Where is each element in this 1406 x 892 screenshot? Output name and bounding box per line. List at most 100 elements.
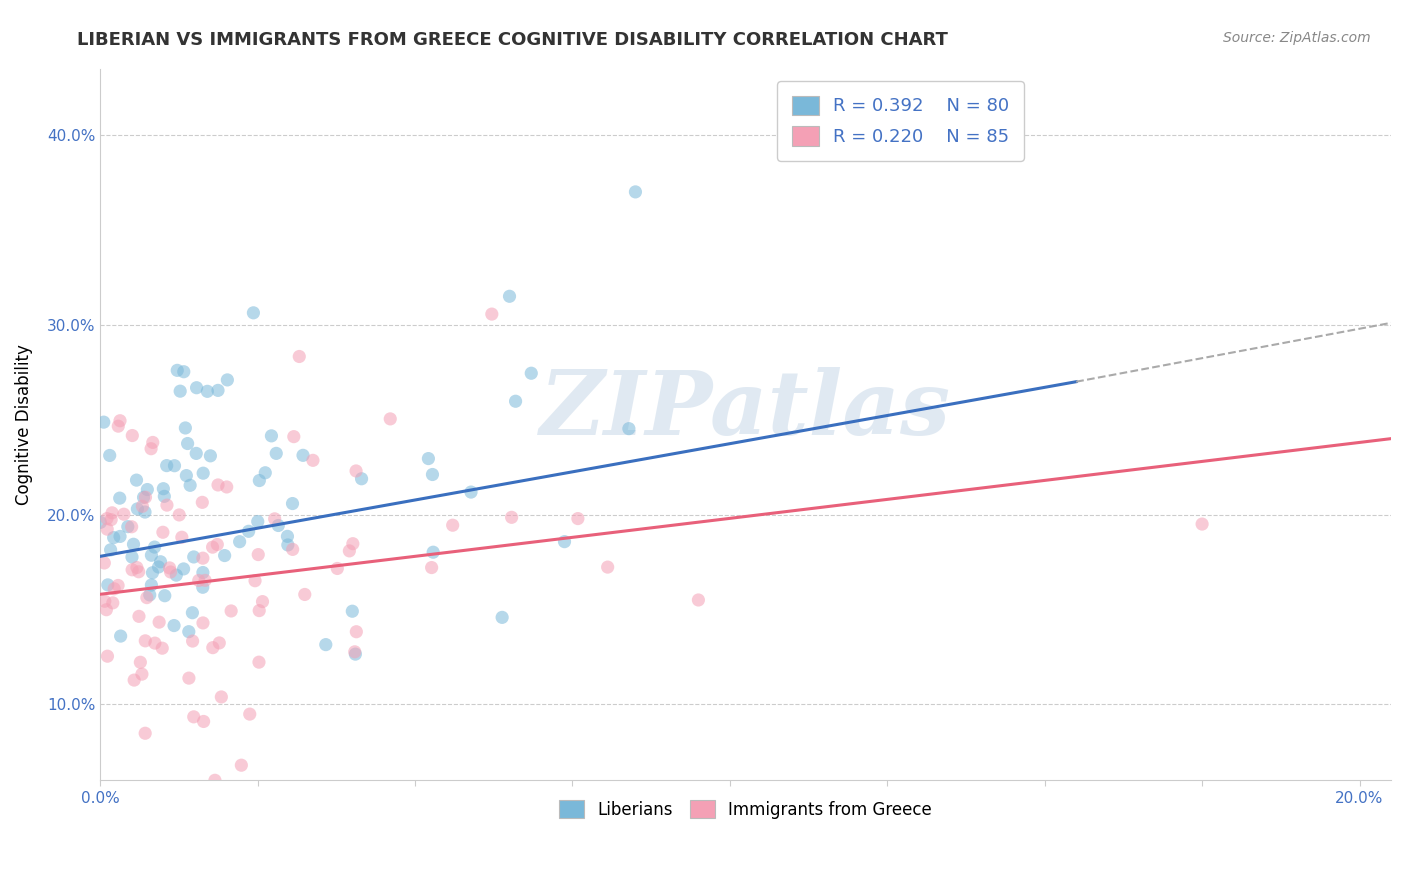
Point <box>121 549 143 564</box>
Point <box>219 604 242 618</box>
Point <box>344 464 367 478</box>
Point <box>122 537 145 551</box>
Point <box>193 466 215 480</box>
Point <box>93 556 115 570</box>
Point <box>107 578 129 592</box>
Legend: Liberians, Immigrants from Greece: Liberians, Immigrants from Greece <box>553 793 939 825</box>
Point <box>422 467 444 482</box>
Point <box>217 373 239 387</box>
Point <box>342 537 364 551</box>
Point <box>491 610 513 624</box>
Point <box>264 446 287 460</box>
Point <box>441 518 464 533</box>
Point <box>127 502 149 516</box>
Point <box>420 560 443 574</box>
Point <box>260 429 283 443</box>
Point <box>239 707 262 722</box>
Point <box>141 548 163 562</box>
Point <box>176 436 198 450</box>
Point <box>276 529 298 543</box>
Point <box>101 506 124 520</box>
Point <box>207 384 229 398</box>
Point <box>554 534 576 549</box>
Point <box>337 544 360 558</box>
Point <box>96 649 118 664</box>
Point <box>139 588 162 602</box>
Point <box>163 618 186 632</box>
Point <box>481 307 503 321</box>
Point <box>128 565 150 579</box>
Point <box>128 609 150 624</box>
Point <box>177 624 200 639</box>
Point <box>101 596 124 610</box>
Point <box>288 350 311 364</box>
Point <box>191 495 214 509</box>
Point <box>207 537 229 551</box>
Point <box>159 565 181 579</box>
Point <box>498 289 520 303</box>
Point <box>169 384 191 399</box>
Point <box>688 593 710 607</box>
Point <box>156 498 179 512</box>
Point <box>460 485 482 500</box>
Point <box>94 594 117 608</box>
Point <box>93 415 115 429</box>
Point <box>246 515 269 529</box>
Point <box>153 589 176 603</box>
Point <box>110 629 132 643</box>
Point <box>247 604 270 618</box>
Point <box>254 466 277 480</box>
Point <box>117 519 139 533</box>
Point <box>277 538 299 552</box>
Point <box>267 518 290 533</box>
Point <box>567 511 589 525</box>
Point <box>195 384 218 399</box>
Point <box>191 551 214 566</box>
Point <box>132 491 155 505</box>
Point <box>200 449 222 463</box>
Point <box>344 624 367 639</box>
Point <box>187 574 209 588</box>
Point <box>134 633 156 648</box>
Point <box>107 419 129 434</box>
Point <box>380 412 402 426</box>
Point <box>141 566 163 580</box>
Point <box>242 306 264 320</box>
Point <box>179 478 201 492</box>
Point <box>136 483 159 497</box>
Point <box>122 673 145 687</box>
Point <box>344 647 367 661</box>
Point <box>98 449 121 463</box>
Point <box>89 516 111 530</box>
Point <box>181 606 204 620</box>
Point <box>315 638 337 652</box>
Point <box>100 542 122 557</box>
Point <box>150 641 173 656</box>
Point <box>342 604 364 618</box>
Point <box>156 458 179 473</box>
Point <box>134 490 156 504</box>
Point <box>343 645 366 659</box>
Point <box>422 545 444 559</box>
Point <box>247 655 270 669</box>
Point <box>142 435 165 450</box>
Point <box>165 568 187 582</box>
Point <box>350 472 373 486</box>
Point <box>505 394 527 409</box>
Point <box>183 549 205 564</box>
Point <box>238 524 260 539</box>
Point <box>149 555 172 569</box>
Point <box>186 381 208 395</box>
Point <box>173 562 195 576</box>
Point <box>121 563 143 577</box>
Point <box>166 363 188 377</box>
Point <box>125 473 148 487</box>
Point <box>201 640 224 655</box>
Point <box>520 366 543 380</box>
Point <box>231 758 253 772</box>
Point <box>97 578 120 592</box>
Point <box>183 710 205 724</box>
Point <box>228 534 250 549</box>
Point <box>208 636 231 650</box>
Point <box>624 185 647 199</box>
